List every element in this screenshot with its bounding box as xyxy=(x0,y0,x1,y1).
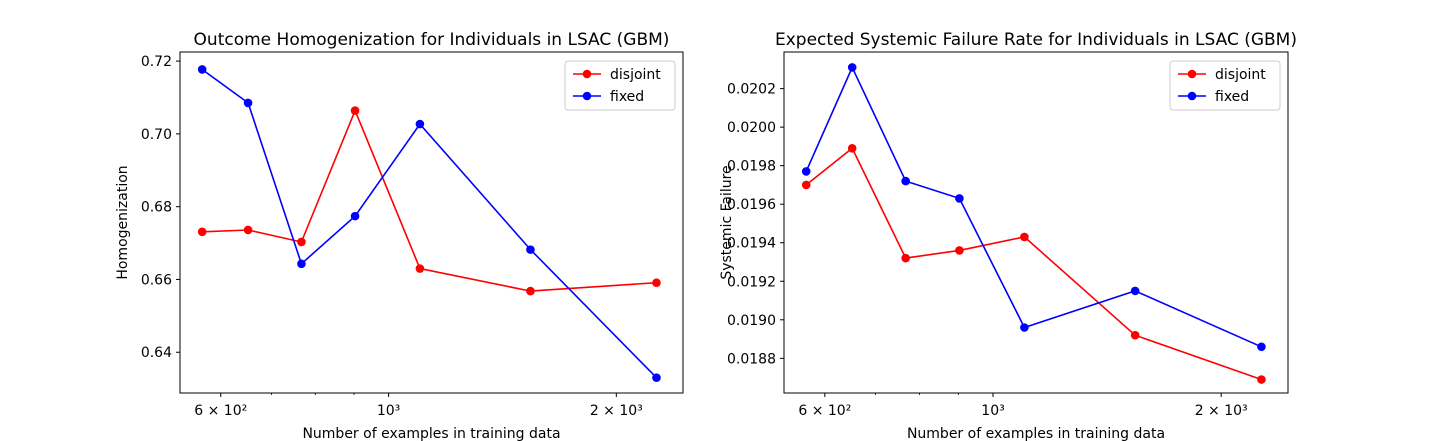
y-tick-label: 0.0200 xyxy=(727,120,776,136)
y-tick-label: 0.72 xyxy=(141,54,172,70)
axes-frame xyxy=(783,51,1289,394)
series-disjoint xyxy=(801,144,1266,384)
data-point-disjoint xyxy=(1130,330,1140,340)
x-tick-label: 2 × 10³ xyxy=(590,403,643,419)
legend-marker-fixed xyxy=(582,91,592,101)
y-axis-label: Systemic Failure xyxy=(719,165,735,279)
legend-label-disjoint: disjoint xyxy=(610,67,661,83)
y-tick-label: 0.0196 xyxy=(727,197,776,213)
data-point-fixed xyxy=(415,119,425,129)
x-axis-label: Number of examples in training data xyxy=(302,426,560,441)
y-tick-label: 0.0192 xyxy=(727,274,776,290)
data-point-disjoint xyxy=(197,227,207,237)
homogenization-chart: Outcome Homogenization for Individuals i… xyxy=(115,30,684,441)
data-point-disjoint xyxy=(526,286,535,296)
legend-marker-disjoint xyxy=(582,69,592,79)
data-point-fixed xyxy=(652,373,661,383)
legend-label-disjoint: disjoint xyxy=(1215,67,1266,83)
y-tick-label: 0.70 xyxy=(141,127,172,143)
data-point-fixed xyxy=(350,211,360,221)
data-point-disjoint xyxy=(415,264,425,273)
legend-label-fixed: fixed xyxy=(610,89,644,105)
data-point-fixed xyxy=(901,176,910,186)
data-point-fixed xyxy=(243,98,253,108)
y-tick-label: 0.0194 xyxy=(727,236,776,252)
data-point-fixed xyxy=(801,167,811,176)
legend-label-fixed: fixed xyxy=(1215,89,1249,105)
y-tick-label: 0.64 xyxy=(141,345,172,361)
x-tick-label: 10³ xyxy=(377,403,400,419)
x-tick-label: 6 × 10² xyxy=(194,403,247,419)
y-tick-label: 0.0202 xyxy=(727,82,776,98)
y-tick-label: 0.68 xyxy=(141,200,172,216)
chart-title: Expected Systemic Failure Rate for Indiv… xyxy=(775,30,1297,50)
chart-title: Outcome Homogenization for Individuals i… xyxy=(194,30,670,50)
y-axis-label: Homogenization xyxy=(115,165,131,279)
data-point-disjoint xyxy=(652,278,661,288)
y-tick-label: 0.0188 xyxy=(727,351,776,367)
data-point-disjoint xyxy=(1257,375,1266,384)
x-tick-label: 6 × 10² xyxy=(798,403,851,419)
y-tick-label: 0.66 xyxy=(141,272,172,288)
series-line-fixed xyxy=(201,68,658,379)
series-line-disjoint xyxy=(202,108,657,292)
series-fixed xyxy=(197,65,661,383)
systemic-failure-chart: Expected Systemic Failure Rate for Indiv… xyxy=(719,30,1297,441)
series-disjoint xyxy=(197,106,661,296)
y-tick-label: 0.0198 xyxy=(727,159,776,175)
data-point-fixed xyxy=(526,245,535,254)
x-tick-label: 10³ xyxy=(981,403,1004,419)
x-axis-label: Number of examples in training data xyxy=(907,426,1165,441)
legend: disjoint fixed xyxy=(564,60,676,111)
legend: disjoint fixed xyxy=(1169,60,1281,111)
y-tick-label: 0.0190 xyxy=(727,313,776,329)
x-tick-label: 2 × 10³ xyxy=(1195,403,1248,419)
data-point-disjoint xyxy=(350,106,360,115)
data-point-fixed xyxy=(197,65,207,74)
axes-frame xyxy=(179,51,684,394)
data-point-fixed xyxy=(1020,323,1029,332)
data-point-fixed xyxy=(955,194,964,203)
data-point-disjoint xyxy=(1020,232,1029,242)
data-point-fixed xyxy=(1257,342,1266,352)
data-point-disjoint xyxy=(847,144,857,153)
series-line-disjoint xyxy=(805,147,1262,381)
data-point-disjoint xyxy=(243,225,253,235)
legend-marker-fixed xyxy=(1187,91,1197,101)
data-point-disjoint xyxy=(801,180,811,190)
data-point-fixed xyxy=(847,63,857,72)
series-fixed xyxy=(801,63,1266,352)
data-point-disjoint xyxy=(901,253,910,263)
legend-marker-disjoint xyxy=(1187,69,1197,79)
data-point-fixed xyxy=(1130,286,1140,296)
data-point-disjoint xyxy=(955,246,964,255)
data-point-disjoint xyxy=(297,237,306,247)
data-point-fixed xyxy=(297,259,306,269)
